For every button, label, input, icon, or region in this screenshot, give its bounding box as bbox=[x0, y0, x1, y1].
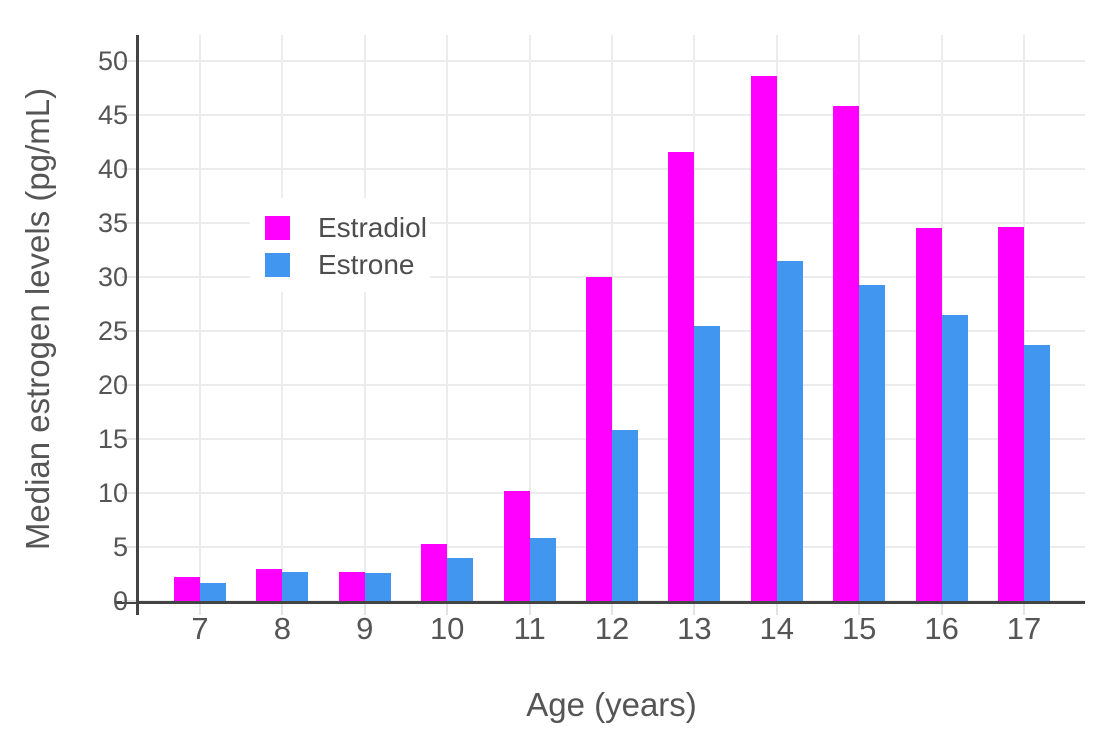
legend-swatch-estradiol bbox=[265, 216, 290, 240]
bar-estrone-13 bbox=[694, 325, 721, 601]
y-tick-label-25: 25 bbox=[97, 315, 128, 346]
x-tick-label-12: 12 bbox=[594, 611, 630, 646]
x-tick-label-17: 17 bbox=[1006, 611, 1042, 646]
y-tick-50 bbox=[122, 59, 136, 62]
x-gridline-10 bbox=[446, 35, 449, 601]
x-gridline-8 bbox=[281, 35, 284, 601]
bar-estrone-17 bbox=[1024, 345, 1050, 601]
legend-label-estrone: Estrone bbox=[318, 249, 415, 280]
bar-estradiol-13 bbox=[668, 151, 695, 601]
y-axis-title: Median estrogen levels (pg/mL) bbox=[19, 87, 56, 551]
y-tick-10 bbox=[122, 491, 136, 494]
legend-swatch-estrone bbox=[265, 253, 290, 277]
y-tick-label-50: 50 bbox=[97, 45, 128, 76]
bar-estradiol-7 bbox=[174, 577, 200, 601]
y-tick-20 bbox=[122, 383, 136, 386]
x-gridline-11 bbox=[528, 35, 531, 601]
x-tick-17 bbox=[1023, 604, 1025, 615]
legend: Estradiol Estrone bbox=[250, 198, 430, 292]
bar-estradiol-15 bbox=[833, 106, 860, 601]
x-tick-label-11: 11 bbox=[513, 611, 546, 646]
x-gridline-17 bbox=[1023, 35, 1025, 601]
bar-estrone-16 bbox=[941, 314, 968, 601]
x-tick-label-16: 16 bbox=[924, 611, 959, 646]
y-axis-line bbox=[136, 35, 139, 615]
bar-estradiol-14 bbox=[750, 76, 777, 601]
x-tick-16 bbox=[940, 604, 943, 615]
bar-estradiol-9 bbox=[338, 571, 365, 601]
x-tick-9 bbox=[363, 604, 366, 615]
bar-estrone-8 bbox=[282, 571, 309, 601]
x-tick-label-14: 14 bbox=[759, 611, 795, 646]
legend-label-estradiol: Estradiol bbox=[318, 212, 427, 243]
x-tick-label-9: 9 bbox=[356, 611, 374, 646]
x-tick-13 bbox=[693, 604, 696, 615]
x-tick-label-7: 7 bbox=[191, 611, 209, 646]
y-tick-15 bbox=[122, 437, 136, 440]
y-tick-label-15: 15 bbox=[97, 423, 128, 454]
legend-item-estrone[interactable]: Estrone bbox=[250, 251, 430, 279]
bar-estrone-7 bbox=[200, 582, 226, 601]
y-tick-label-5: 5 bbox=[112, 531, 128, 562]
x-tick-label-8: 8 bbox=[273, 611, 292, 646]
x-gridline-7 bbox=[199, 35, 201, 601]
x-tick-label-10: 10 bbox=[429, 611, 465, 646]
y-tick-25 bbox=[122, 329, 136, 332]
y-tick-45 bbox=[122, 113, 136, 116]
bar-estrone-15 bbox=[859, 284, 886, 601]
x-axis-line bbox=[115, 601, 1085, 604]
bar-estradiol-16 bbox=[915, 228, 942, 601]
y-tick-label-0: 0 bbox=[112, 586, 128, 616]
x-gridline-12 bbox=[611, 35, 613, 601]
x-tick-10 bbox=[446, 604, 449, 615]
x-tick-12 bbox=[611, 604, 613, 615]
x-tick-11 bbox=[528, 604, 531, 615]
y-tick-label-45: 45 bbox=[97, 99, 128, 130]
y-tick-35 bbox=[122, 221, 136, 224]
y-tick-label-10: 10 bbox=[97, 477, 128, 508]
x-tick-label-13: 13 bbox=[677, 611, 712, 646]
bar-estradiol-17 bbox=[998, 227, 1024, 601]
bar-estradiol-11 bbox=[503, 490, 530, 601]
x-tick-7 bbox=[199, 604, 201, 615]
bar-estradiol-12 bbox=[586, 276, 612, 601]
bar-estrone-14 bbox=[776, 260, 803, 601]
y-tick-label-20: 20 bbox=[97, 369, 128, 400]
x-tick-8 bbox=[281, 604, 284, 615]
y-tick-5 bbox=[122, 545, 136, 548]
y-tick-label-40: 40 bbox=[97, 153, 128, 184]
x-tick-15 bbox=[858, 604, 861, 615]
bar-estradiol-8 bbox=[256, 568, 283, 601]
bar-estrone-10 bbox=[447, 557, 474, 601]
bar-estrone-12 bbox=[612, 430, 638, 601]
x-tick-label-15: 15 bbox=[841, 611, 877, 646]
legend-item-estradiol[interactable]: Estradiol bbox=[250, 214, 430, 242]
y-tick-0 bbox=[122, 600, 136, 602]
y-tick-label-35: 35 bbox=[97, 207, 128, 238]
x-gridline-13 bbox=[693, 35, 696, 601]
bar-estrone-11 bbox=[529, 538, 556, 601]
plot-area bbox=[138, 35, 1085, 602]
bar-estradiol-10 bbox=[421, 543, 448, 601]
y-tick-label-30: 30 bbox=[97, 261, 128, 292]
x-axis-title: Age (years) bbox=[526, 686, 697, 723]
y-tick-30 bbox=[122, 275, 136, 278]
y-tick-40 bbox=[122, 167, 136, 170]
x-tick-14 bbox=[775, 604, 778, 615]
x-gridline-9 bbox=[363, 35, 366, 601]
bar-estrone-9 bbox=[364, 572, 391, 601]
